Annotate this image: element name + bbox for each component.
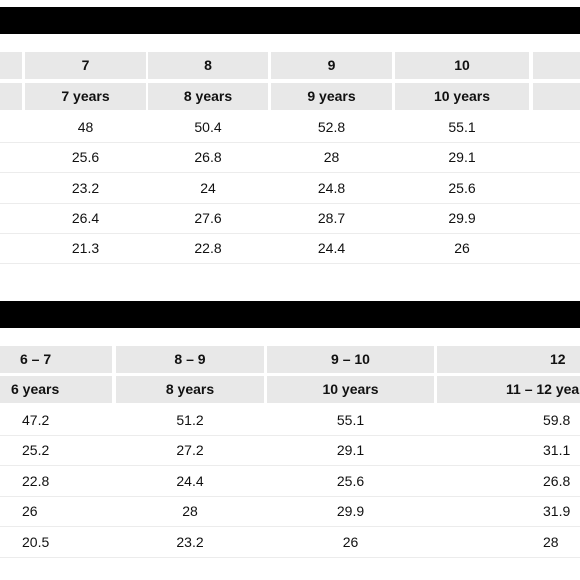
table2-cell: 31.1 (543, 442, 571, 458)
table2-cell: 26 (342, 534, 359, 550)
table1-size-header: 8 (148, 52, 268, 79)
table1-age-header (533, 83, 580, 110)
table2-size-header: 8 – 9 (116, 346, 264, 373)
row-divider (0, 465, 580, 466)
table1-cell: 21.3 (71, 240, 100, 256)
table2-cell: 59.8 (543, 412, 571, 428)
table1-cell: 25.6 (448, 180, 476, 196)
table2-cell: 28 (182, 503, 198, 519)
table2-age-header: 11 – 12 years (437, 376, 580, 403)
table1-cell: 24 (200, 180, 216, 196)
table1-age-header: 7 years (25, 83, 146, 110)
table2-header-bar (0, 301, 580, 328)
table2-age-header: 8 years (116, 376, 264, 403)
table2-cell: 29.9 (336, 503, 365, 519)
table1-cell: 26 (454, 240, 470, 256)
table2-size-header: 12 (437, 346, 580, 373)
table2-cell: 55.1 (336, 412, 365, 428)
table2-cell: 25.2 (22, 442, 50, 458)
table1-cell: 50.4 (194, 119, 222, 135)
table2-cell: 47.2 (22, 412, 50, 428)
table1-cell: 26.8 (194, 149, 222, 165)
table2-age-header: 6 years (0, 376, 112, 403)
table1-cell: 48 (77, 119, 94, 135)
table2-cell: 29.1 (336, 442, 365, 458)
table1-size-header: 7 (25, 52, 146, 79)
table2-size-header: 9 – 10 (267, 346, 434, 373)
row-divider (0, 203, 580, 204)
row-divider (0, 263, 580, 264)
table1-header-stub (0, 52, 22, 79)
table2-age-header: 10 years (267, 376, 434, 403)
table1-cell: 23.2 (71, 180, 100, 196)
table2-size-header: 6 – 7 (0, 346, 112, 373)
table1-cell: 27.6 (194, 210, 222, 226)
table1-size-header: 9 (271, 52, 392, 79)
table2-cell: 26.8 (543, 473, 571, 489)
table1-cell: 52.8 (317, 119, 346, 135)
table2-cell: 51.2 (176, 412, 204, 428)
table2-cell: 31.9 (543, 503, 571, 519)
table2-cell: 25.6 (336, 473, 365, 489)
table2-cell: 24.4 (176, 473, 204, 489)
row-divider (0, 435, 580, 436)
table1-cell: 24.8 (317, 180, 346, 196)
table1-age-header: 8 years (148, 83, 268, 110)
row-divider (0, 557, 580, 558)
table1-cell: 28 (323, 149, 340, 165)
table1-cell: 26.4 (71, 210, 100, 226)
row-divider (0, 172, 580, 173)
table2-cell: 22.8 (22, 473, 50, 489)
table2-cell: 20.5 (22, 534, 50, 550)
row-divider (0, 233, 580, 234)
table2-cell: 28 (543, 534, 559, 550)
table1-header-bar (0, 7, 580, 34)
table1-age-header: 10 years (395, 83, 529, 110)
table2-cell: 27.2 (176, 442, 204, 458)
table1-header-stub (0, 83, 22, 110)
table2-cell: 23.2 (176, 534, 204, 550)
table1-cell: 24.4 (317, 240, 346, 256)
table1-cell: 55.1 (448, 119, 476, 135)
table1-cell: 28.7 (317, 210, 346, 226)
table1-size-header: 10 (395, 52, 529, 79)
table1-age-header: 9 years (271, 83, 392, 110)
table1-cell: 25.6 (71, 149, 100, 165)
row-divider (0, 496, 580, 497)
table1-cell: 29.9 (448, 210, 476, 226)
table2-cell: 26 (22, 503, 38, 519)
row-divider (0, 526, 580, 527)
table1-cell: 29.1 (448, 149, 476, 165)
table1-cell: 22.8 (194, 240, 222, 256)
row-divider (0, 142, 580, 143)
table1-size-header (533, 52, 580, 79)
